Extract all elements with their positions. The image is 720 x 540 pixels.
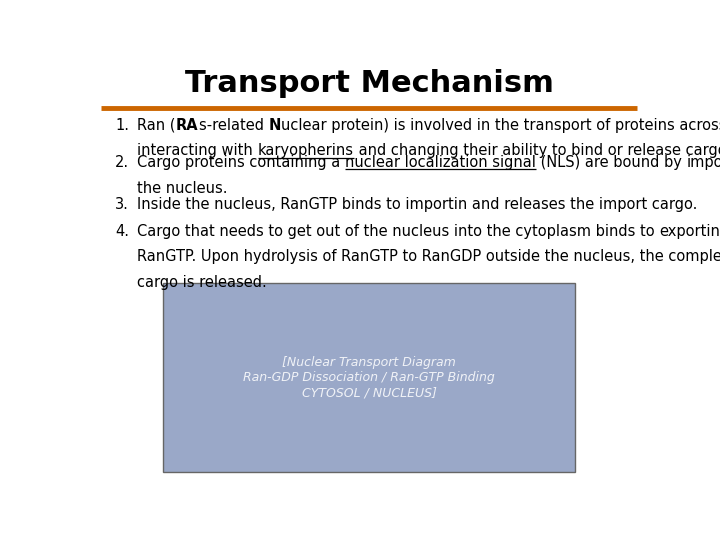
Text: Inside the nucleus, RanGTP binds to importin and releases the import cargo.: Inside the nucleus, RanGTP binds to impo… [138,197,698,212]
Text: 3.: 3. [115,197,129,212]
Text: Ran (: Ran ( [138,118,176,133]
Text: s-related: s-related [199,118,268,133]
Text: importins: importins [687,155,720,170]
Text: RA: RA [176,118,199,133]
Text: the nucleus.: the nucleus. [138,181,228,196]
Bar [163,283,575,472]
Text: karyopherins: karyopherins [258,144,354,158]
Text: RanGTP. Upon hydrolysis of RanGTP to RanGDP outside the nucleus, the complex dis: RanGTP. Upon hydrolysis of RanGTP to Ran… [138,249,720,265]
Text: Transport Mechanism: Transport Mechanism [184,69,554,98]
Text: and changing their ability to bind or release cargo molecules.: and changing their ability to bind or re… [354,144,720,158]
Text: Cargo proteins containing a: Cargo proteins containing a [138,155,346,170]
Text: interacting with: interacting with [138,144,258,158]
Text: (NLS) are bound by: (NLS) are bound by [536,155,687,170]
Text: Cargo that needs to get out of the nucleus into the cytoplasm binds to: Cargo that needs to get out of the nucle… [138,224,660,239]
Text: 4.: 4. [115,224,129,239]
Text: uclear protein) is involved in the transport of proteins across the nuclear enve: uclear protein) is involved in the trans… [281,118,720,133]
Text: nuclear localization signal: nuclear localization signal [346,155,536,170]
Text: 1.: 1. [115,118,129,133]
Text: N: N [268,118,281,133]
Text: [Nuclear Transport Diagram
Ran-GDP Dissociation / Ran-GTP Binding
CYTOSOL / NUCL: [Nuclear Transport Diagram Ran-GDP Disso… [243,356,495,399]
Text: cargo is released.: cargo is released. [138,275,267,290]
Text: exportin: exportin [660,224,720,239]
Text: 2.: 2. [115,155,129,170]
